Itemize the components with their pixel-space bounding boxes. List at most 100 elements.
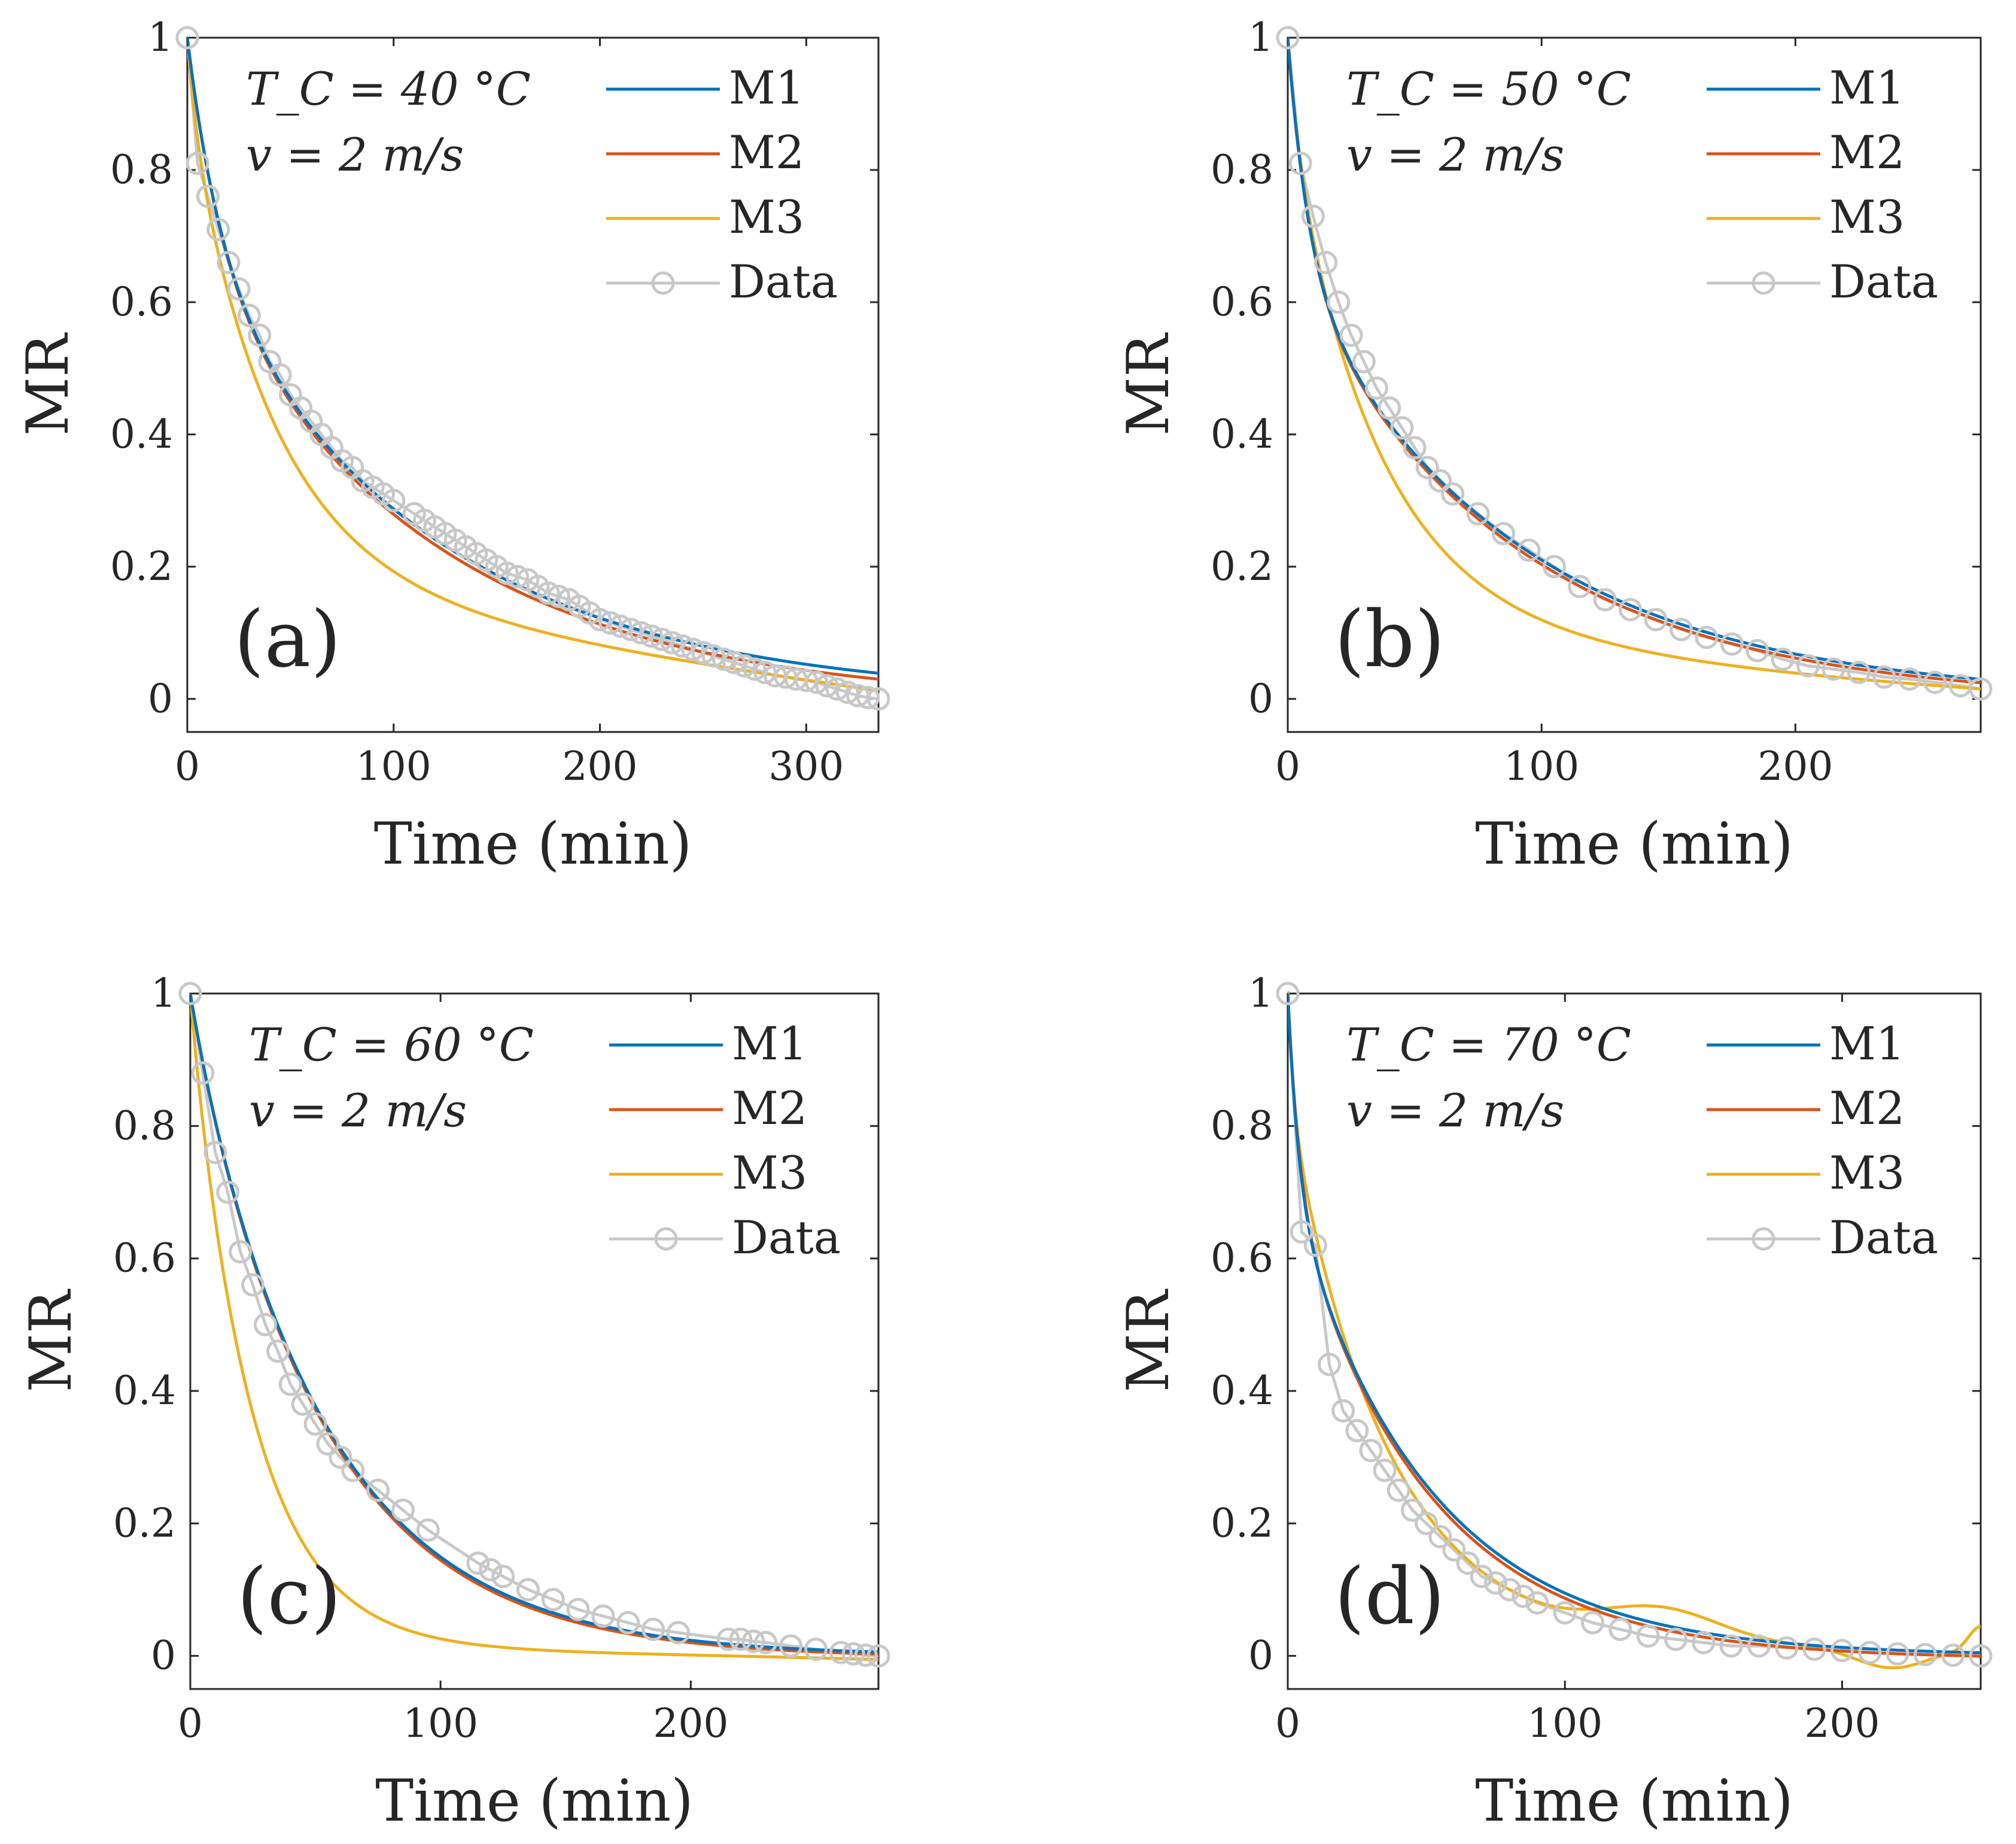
data-point: [291, 1392, 315, 1416]
data-point: [1746, 639, 1769, 663]
legend: M1 M2 M3 Data: [606, 61, 838, 308]
legend-label-m1: M1: [729, 61, 804, 114]
data-point: [175, 26, 199, 50]
data-point: [316, 1432, 340, 1456]
data-point: [206, 217, 230, 241]
data-point: [841, 1642, 865, 1666]
y-axis-label: MR: [17, 1289, 84, 1392]
y-tick-label: 0.6: [1211, 1235, 1273, 1281]
data-point: [1568, 575, 1592, 599]
series-m1-line: [190, 993, 878, 1654]
legend-label-data: Data: [1829, 1211, 1938, 1264]
legend-label-m3: M3: [1829, 1146, 1905, 1199]
legend-marker-data: [654, 1227, 678, 1251]
data-point: [1359, 1439, 1383, 1463]
data-point: [825, 677, 849, 701]
y-tick-label: 1: [148, 14, 173, 60]
data-point: [329, 1445, 352, 1469]
condition-annotation: T_C = 50 °C v = 2 m/s: [1346, 62, 1631, 181]
data-point: [1373, 1459, 1397, 1483]
data-point: [1692, 1631, 1716, 1654]
data-point: [278, 1372, 302, 1396]
legend: M1 M2 M3 Data: [1707, 1017, 1938, 1264]
data-point: [754, 1631, 778, 1654]
chart-panel-a: 0 100 200 300 0 0.2 0.4 0.6 0.8 1 Time (min) MR T_C …: [14, 14, 890, 877]
data-point: [671, 634, 694, 658]
data-point: [856, 686, 880, 710]
data-point: [536, 581, 560, 605]
x-axis-label: Time (min): [1475, 1767, 1793, 1834]
data-point: [1301, 204, 1325, 228]
y-tick-label: 1: [1248, 14, 1273, 60]
legend-label-m1: M1: [1829, 1017, 1905, 1070]
data-point: [241, 1273, 264, 1297]
data-point: [1441, 482, 1465, 506]
y-tick-label: 1: [1248, 970, 1273, 1016]
data-point: [1276, 982, 1300, 1005]
annotation-temperature: T_C = 50 °C: [1346, 62, 1631, 116]
data-point: [341, 1459, 365, 1483]
series-m2-line: [1288, 993, 1981, 1658]
x-tick-label: 0: [1275, 1700, 1300, 1746]
data-point: [1636, 1624, 1660, 1648]
data-point: [1898, 667, 1921, 691]
data-point: [1542, 555, 1566, 579]
axes-box: [1287, 37, 1982, 733]
data-point: [216, 1180, 240, 1204]
data-point: [804, 1638, 828, 1661]
y-axis-label: MR: [1115, 332, 1182, 436]
panel-label: (c): [237, 1551, 341, 1642]
data-point: [416, 1518, 440, 1542]
chart-panel-d: 0 100 200 0 0.2 0.4 0.6 0.8 1 Time (min) MR T_C = 7…: [1115, 970, 1993, 1834]
data-point: [1847, 661, 1871, 685]
data-point: [1276, 26, 1300, 50]
data-point: [1318, 1353, 1341, 1377]
data-point: [1923, 670, 1947, 694]
data-point: [1969, 677, 1993, 701]
y-tick-label: 0.8: [1211, 147, 1273, 193]
y-tick-label: 0.4: [113, 1368, 176, 1414]
data-point: [732, 654, 756, 678]
data-point: [1802, 1638, 1826, 1661]
data-point: [616, 1611, 640, 1635]
data-point: [541, 1588, 565, 1612]
data-point: [630, 621, 653, 645]
y-tick-label: 0: [1248, 676, 1273, 722]
y-tick-label: 0.4: [110, 411, 173, 457]
data-point: [178, 982, 202, 1005]
x-tick-label: 300: [768, 743, 844, 789]
legend: M1 M2 M3 Data: [609, 1017, 841, 1264]
x-axis-label: Time (min): [375, 1767, 694, 1834]
data-point: [1830, 1639, 1854, 1663]
x-axis-label: Time (min): [374, 810, 692, 877]
legend: M1 M2 M3 Data: [1707, 61, 1938, 308]
data-point: [619, 618, 643, 642]
panel-label: (a): [234, 594, 341, 685]
data-point: [1378, 396, 1401, 420]
data-point: [466, 1551, 490, 1575]
y-tick-label: 0: [148, 676, 173, 722]
legend-label-m2: M2: [732, 1082, 807, 1135]
data-point: [382, 488, 406, 512]
data-point: [829, 1641, 853, 1664]
data-point: [491, 1564, 515, 1588]
legend-label-data: Data: [1829, 255, 1938, 308]
data-point: [1456, 1551, 1480, 1575]
data-point: [650, 627, 674, 651]
legend-marker-data: [1752, 1227, 1775, 1251]
data-point: [268, 363, 292, 387]
data-point: [1390, 416, 1414, 440]
legend-label-m1: M1: [1829, 61, 1905, 114]
data-point: [366, 1478, 390, 1502]
data-point: [1470, 1564, 1494, 1588]
data-point: [495, 561, 519, 585]
data-point: [1403, 436, 1427, 460]
legend-label-data: Data: [729, 255, 838, 308]
annotation-velocity: v = 2 m/s: [246, 128, 464, 181]
data-point: [1483, 1571, 1507, 1595]
data-point: [186, 151, 209, 175]
y-tick-label: 0: [151, 1633, 176, 1679]
y-tick-label: 0: [1248, 1633, 1273, 1679]
y-tick-label: 0.2: [1211, 543, 1273, 590]
data-point: [1747, 1634, 1771, 1658]
